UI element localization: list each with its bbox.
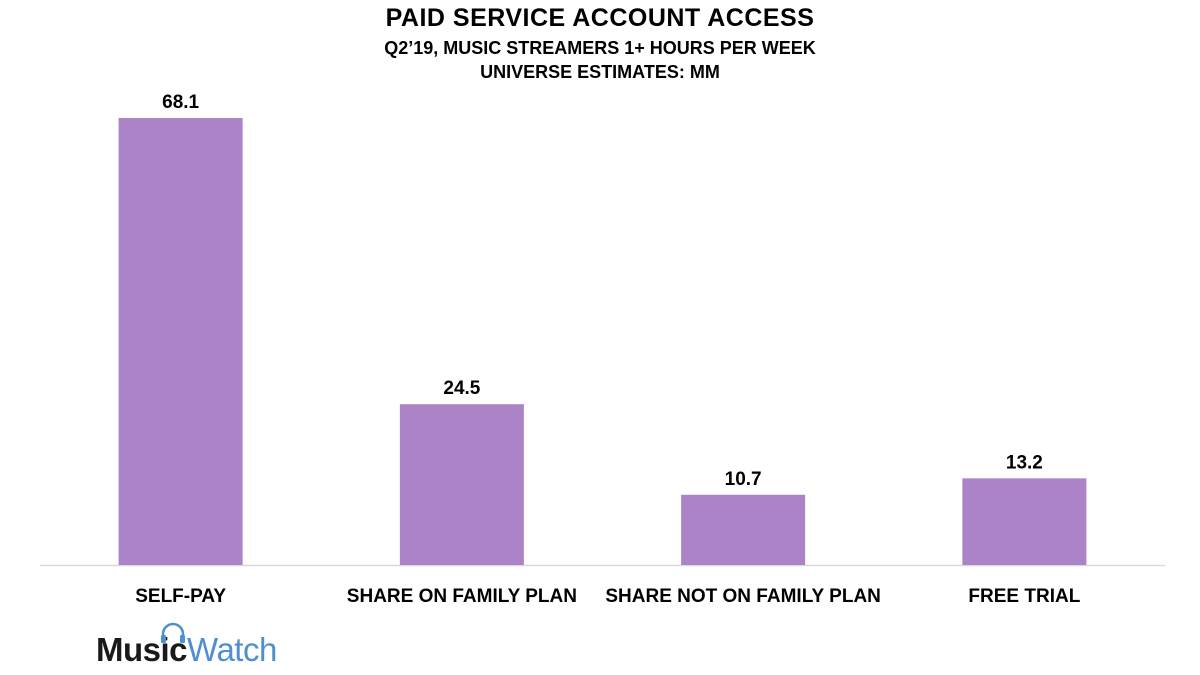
bar-4 [962,478,1087,565]
bar-3 [681,494,806,565]
bar-1 [118,118,243,565]
chart-subtitle-line-2: UNIVERSE ESTIMATES: MM [480,62,720,82]
bar-2 [399,404,524,565]
chart-title: PAID SERVICE ACCOUNT ACCESS [385,4,815,32]
category-label-3: SHARE NOT ON FAMILY PLAN [605,586,881,607]
musicwatch-logo: MusicWatch [96,622,277,670]
category-label-1: SELF-PAY [135,586,226,607]
logo-text-music: Music [96,631,188,668]
category-label-4: FREE TRIAL [968,586,1080,607]
headphones-icon [161,622,185,643]
data-label-1: 68.1 [162,92,199,113]
logo-text-watch: Watch [187,631,277,668]
chart-subtitle-line-1: Q2’19, MUSIC STREAMERS 1+ HOURS PER WEEK [384,38,816,58]
data-label-4: 13.2 [1006,452,1043,473]
category-label-2: SHARE ON FAMILY PLAN [347,586,577,607]
data-label-3: 10.7 [725,469,762,490]
data-label-2: 24.5 [443,378,480,399]
